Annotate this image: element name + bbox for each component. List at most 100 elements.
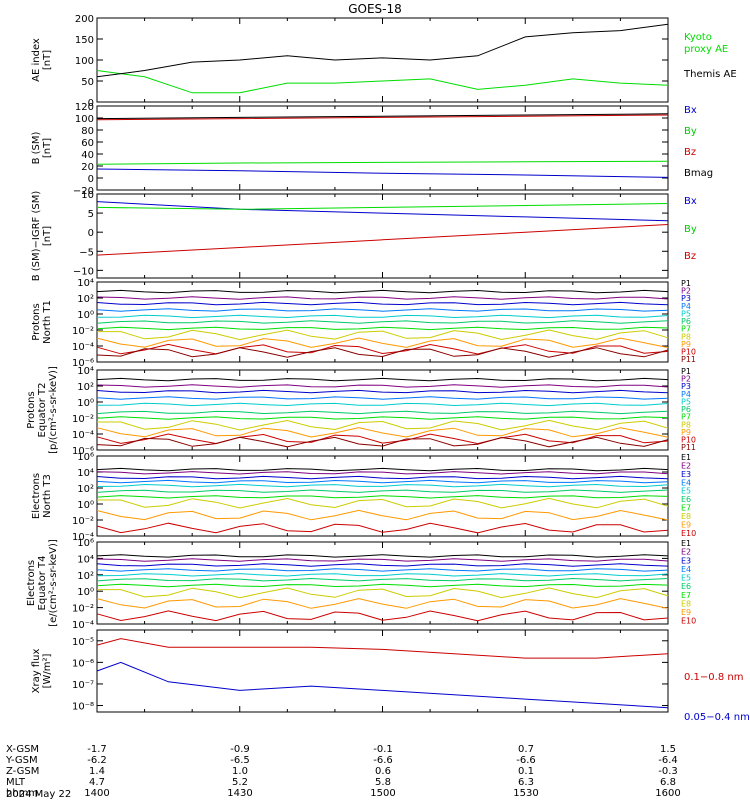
y-tick-label: 10⁻⁴ — [72, 532, 94, 543]
y-axis-label: [nT] — [42, 138, 53, 158]
legend-label: E7 — [681, 504, 691, 513]
series-bx — [96, 201, 669, 222]
ephemeris-value: 5.2 — [232, 777, 248, 788]
legend-label: P5 — [681, 397, 691, 406]
ephemeris-label: MLT — [6, 777, 26, 788]
ephemeris-label: Y-GSM — [5, 755, 38, 766]
legend-label: E6 — [681, 582, 691, 591]
channel-line — [96, 495, 669, 499]
channel-line — [96, 396, 669, 400]
legend-label: P8 — [681, 420, 691, 429]
y-tick-label: 10⁻² — [72, 604, 94, 615]
ephemeris-value: 4.7 — [89, 777, 105, 788]
legend-label: 0.1−0.8 nm — [684, 672, 743, 683]
channel-line — [96, 308, 669, 312]
y-tick-label: 10⁻² — [72, 414, 94, 425]
y-axis-label: [nT] — [42, 50, 53, 70]
legend-label: P3 — [681, 294, 691, 303]
y-axis-label: B (SM)−IGRF (SM) — [31, 191, 42, 282]
channel-line — [96, 436, 669, 448]
channel-line — [96, 598, 669, 609]
y-tick-label: 10⁻⁶ — [72, 658, 94, 669]
channel-line — [97, 419, 669, 431]
ephemeris-value: -0.9 — [230, 744, 250, 755]
legend-label: E5 — [681, 574, 691, 583]
channel-line — [96, 377, 669, 382]
y-tick-label: 10⁻⁴ — [72, 342, 94, 353]
ephemeris-value: 6.3 — [518, 777, 534, 788]
y-tick-label: 10⁰ — [77, 587, 94, 598]
y-axis-label: [nT] — [42, 226, 53, 246]
y-tick-label: 10⁰ — [77, 500, 94, 511]
legend-label: E3 — [681, 470, 691, 479]
channel-line — [96, 471, 669, 475]
channel-line — [96, 509, 669, 521]
date-label: 2024 May 22 — [6, 789, 71, 800]
y-tick-label: 10⁴ — [77, 278, 94, 289]
channel-line — [96, 326, 669, 331]
y-tick-label: 100 — [75, 114, 94, 125]
channel-line — [96, 301, 669, 306]
legend-label: 0.05−0.4 nm — [684, 712, 750, 723]
ephemeris-value: -0.1 — [373, 744, 393, 755]
legend-label: Kyoto — [684, 32, 712, 43]
channel-line — [96, 347, 669, 358]
legend-label: P3 — [681, 382, 691, 391]
legend-label: Bmag — [684, 168, 713, 179]
legend-label: P10 — [681, 348, 696, 357]
y-tick-label: −20 — [73, 186, 94, 197]
ephemeris-value: 1430 — [227, 788, 252, 799]
y-tick-label: 10 — [81, 190, 94, 201]
panel-4: 10⁻⁶ 10⁻⁴ 10⁻² 10⁰ 10² 10⁴ Protons North T1 P1P2… — [31, 278, 696, 369]
y-tick-label: 40 — [81, 150, 94, 161]
legend-label: P9 — [681, 428, 691, 437]
y-tick-label: 150 — [75, 35, 94, 46]
y-tick-label: 0 — [88, 228, 94, 239]
legend-label: E2 — [681, 461, 691, 470]
channel-line — [96, 610, 669, 622]
y-tick-label: 10⁴ — [77, 554, 94, 565]
channel-line — [96, 416, 669, 420]
channel-line — [96, 554, 669, 558]
plot-title: GOES-18 — [348, 2, 402, 16]
ephemeris-value: 1530 — [513, 788, 538, 799]
channel-line — [96, 568, 669, 572]
legend-label: P2 — [681, 287, 691, 296]
legend-label: E2 — [681, 548, 691, 557]
legend-label: proxy AE — [684, 44, 728, 55]
channel-line — [96, 563, 669, 567]
y-axis-label: AE index — [31, 38, 42, 82]
y-tick-label: 20 — [81, 162, 94, 173]
y-axis-label: Electrons — [26, 560, 37, 606]
legend-label: By — [684, 126, 697, 137]
channel-line — [96, 384, 669, 388]
channel-line — [96, 558, 669, 562]
y-tick-label: 10⁻² — [72, 516, 94, 527]
ephemeris-value: -6.4 — [658, 755, 678, 766]
series-0.05-0.4-nm — [96, 661, 669, 709]
channel-line — [96, 467, 669, 472]
legend-label: P6 — [681, 405, 691, 414]
ephemeris-value: -6.6 — [516, 755, 536, 766]
y-tick-label: 10⁻⁵ — [72, 637, 94, 648]
y-tick-label: 10² — [77, 294, 94, 305]
channel-line — [96, 577, 669, 582]
channel-line — [96, 320, 669, 324]
y-tick-label: 10² — [77, 571, 94, 582]
ephemeris-value: -0.3 — [658, 766, 678, 777]
y-tick-label: 10⁻² — [72, 326, 94, 337]
y-tick-label: 0 — [88, 174, 94, 185]
y-tick-label: 10⁻⁴ — [72, 430, 94, 441]
y-tick-label: 5 — [88, 209, 94, 220]
legend-label: P1 — [681, 367, 691, 376]
legend-label: E1 — [681, 453, 691, 462]
ephemeris-value: -6.6 — [373, 755, 393, 766]
y-tick-label: 10⁻⁷ — [72, 680, 94, 691]
legend-label: P5 — [681, 309, 691, 318]
y-tick-label: 10⁰ — [77, 310, 94, 321]
legend-label: P1 — [681, 279, 691, 288]
ephemeris-value: 0.7 — [518, 744, 534, 755]
